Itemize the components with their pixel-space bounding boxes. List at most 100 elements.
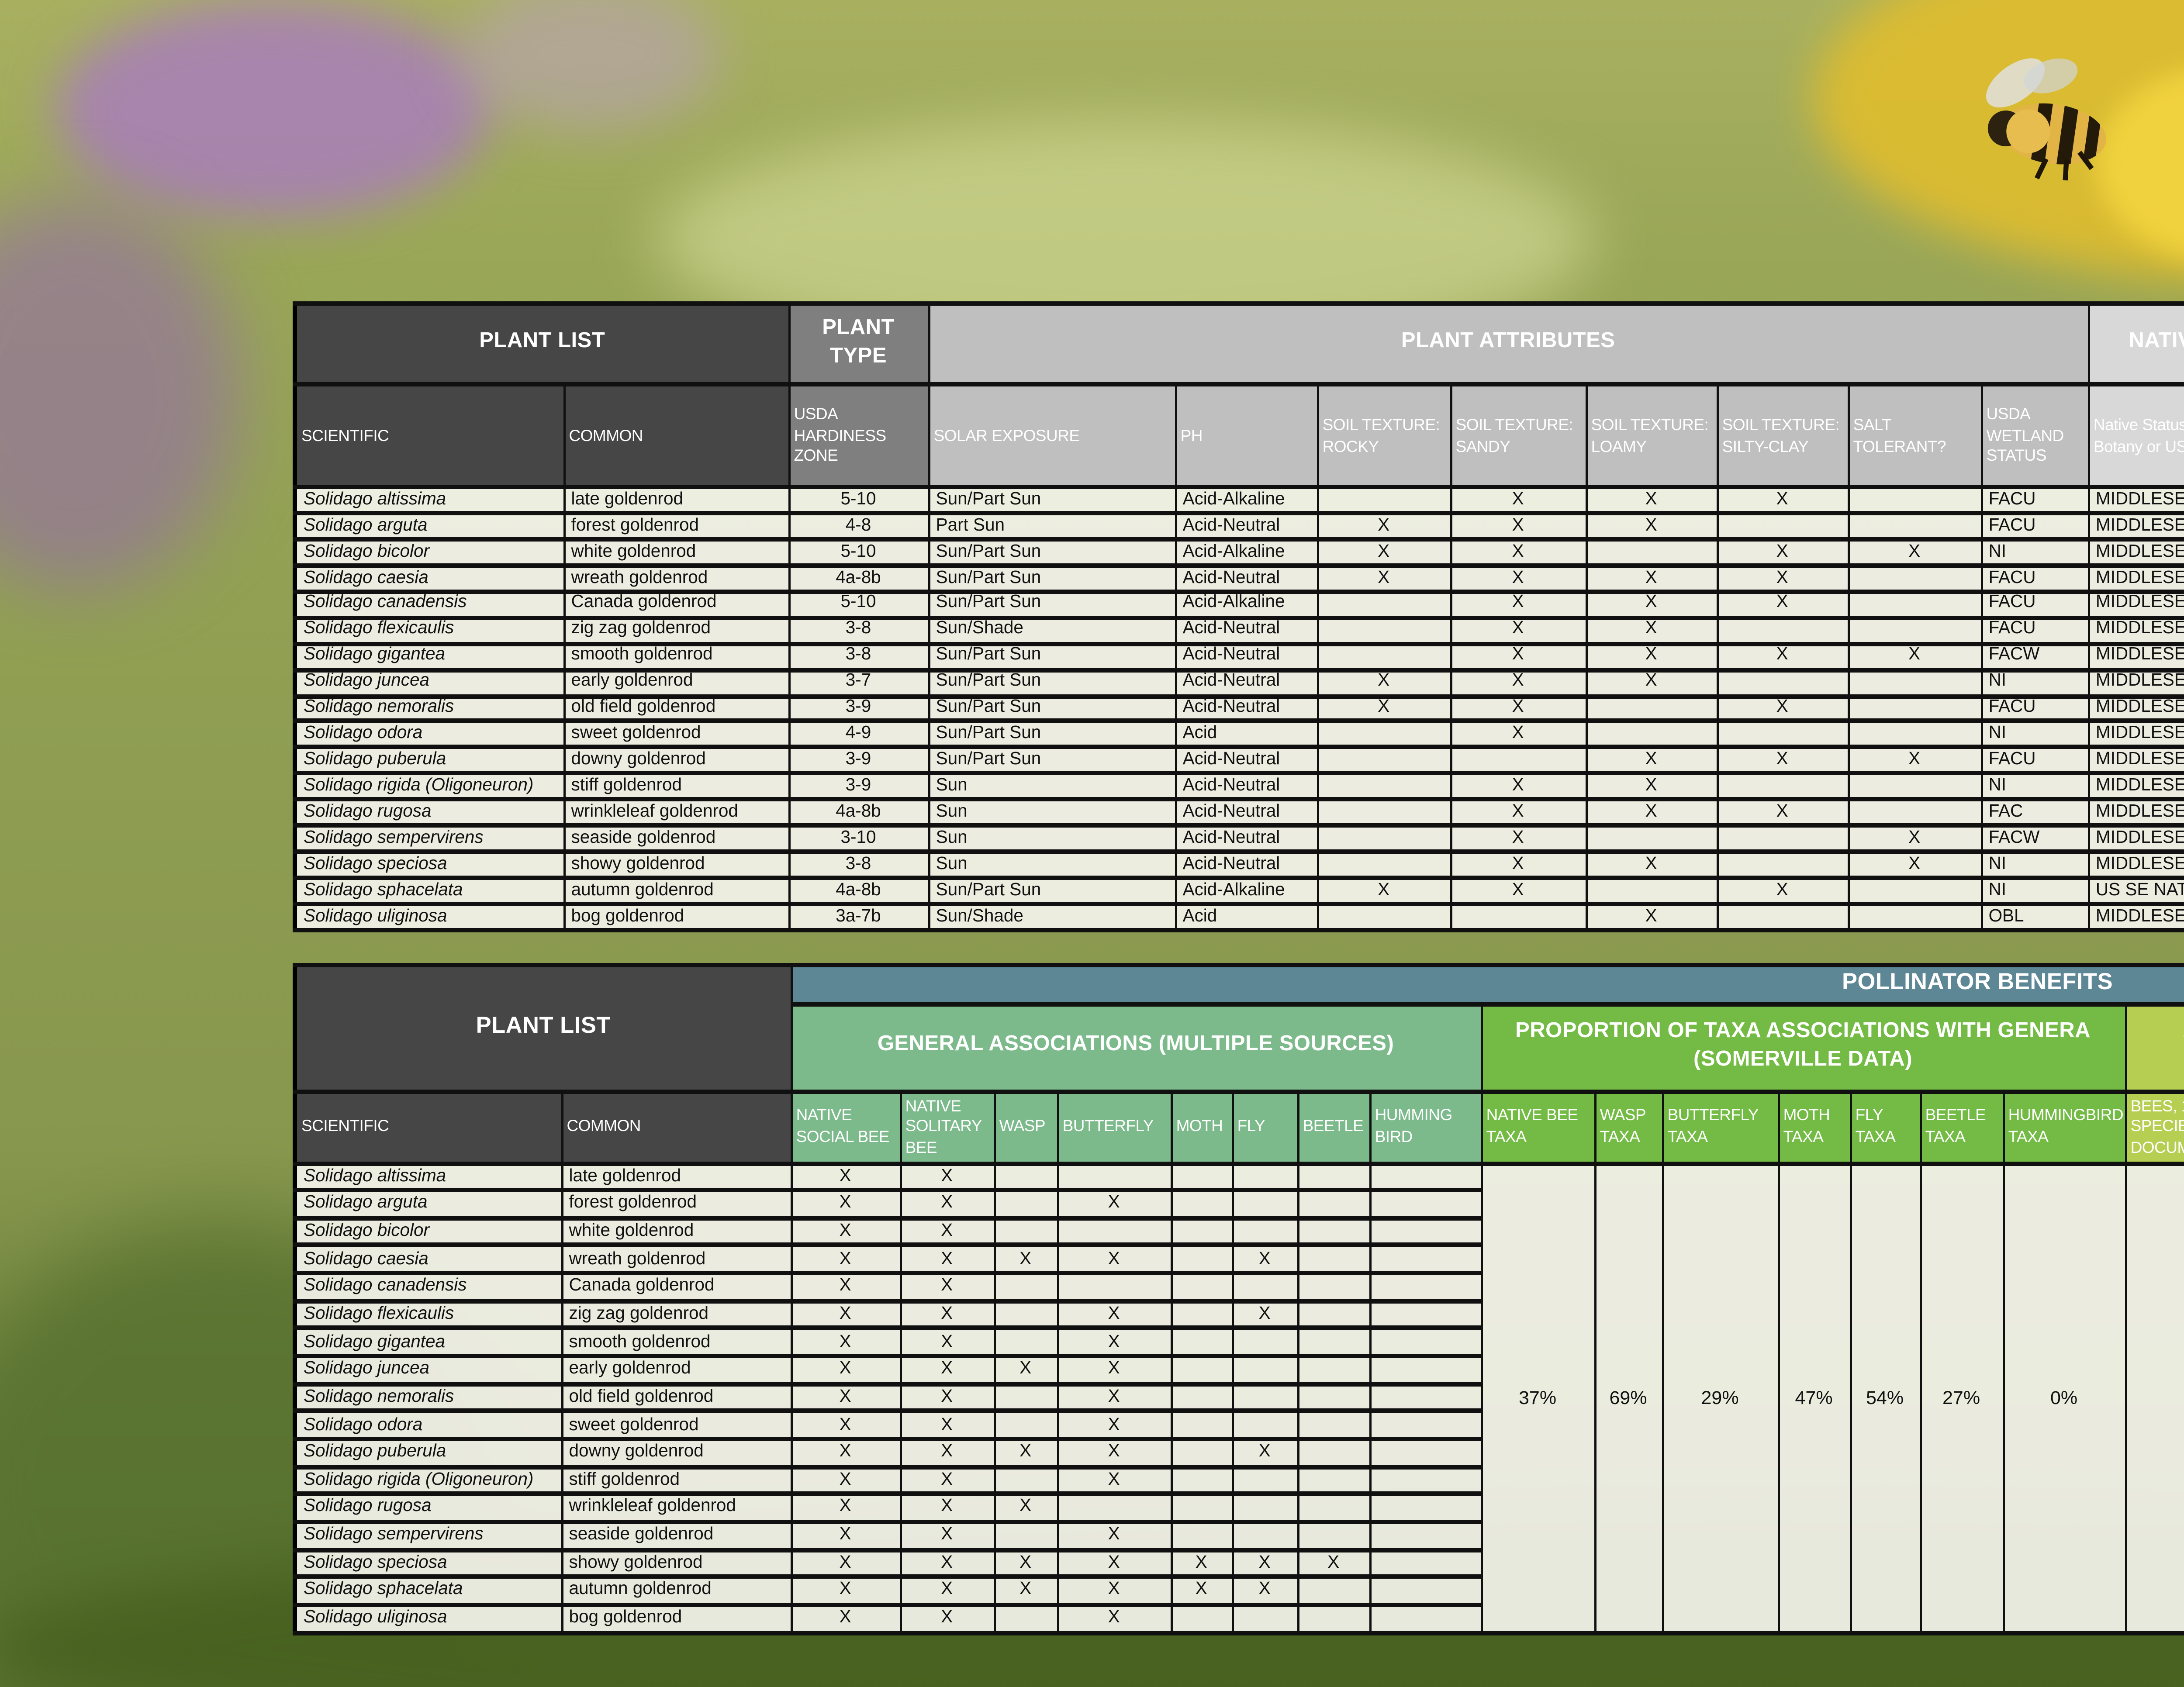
col-native-status: Native Status (Go Botany or USDA) [2087, 382, 2184, 489]
cell-butterfly-x-mark: X [1056, 1299, 1172, 1331]
cell-moth [1169, 1216, 1233, 1248]
value-butterfly-taxa: 29% [1661, 1160, 1779, 1635]
cell-wasp-x-mark: X [992, 1437, 1058, 1469]
cell-native-social-bee-x-mark: X [789, 1160, 901, 1193]
cell-solar-exposure: Sun/Part Sun [927, 589, 1176, 620]
cell-usda-zone: 4-9 [787, 719, 930, 750]
plant-row: Solidago nemoralis old field goldenrod 3-9… [294, 693, 2184, 724]
cell-common: Canada goldenrod [562, 589, 790, 620]
cell-native-status: MIDDLESEX [2087, 693, 2184, 724]
cell-wasp [992, 1188, 1058, 1221]
cell-fly [1230, 1326, 1299, 1359]
cell-soil-silty-clay-x-mark: X [1715, 563, 1849, 593]
cell-hummingbird [1368, 1464, 1482, 1497]
cell-soil-loamy-x-mark: X [1584, 511, 1718, 542]
value-bees-total: 41 [2124, 1160, 2184, 1635]
pollinator-row: Solidago flexicaulis zig zag goldenrod X X X… [294, 1299, 2184, 1331]
plant-row: Solidago rigida (Oligoneuron) stiff golde… [294, 771, 2184, 802]
cell-soil-sandy-x-mark: X [1449, 849, 1587, 880]
cell-soil-rocky [1316, 641, 1451, 672]
cell-scientific: Solidago rugosa [294, 797, 565, 828]
col-solar-exposure: SOLAR EXPOSURE [927, 382, 1176, 489]
cell-soil-sandy-x-mark: X [1449, 693, 1587, 724]
cell-soil-loamy [1584, 876, 1718, 906]
cell-wetland-status: NI [1980, 667, 2089, 698]
value-hummingbird-taxa: 0% [2001, 1160, 2126, 1635]
cell-butterfly-x-mark: X [1056, 1243, 1172, 1276]
cell-soil-rocky [1316, 615, 1451, 646]
cell-common: downy goldenrod [562, 745, 790, 776]
plant-row: Solidago speciosa showy goldenrod 3-8 Sun Ac… [294, 849, 2184, 880]
cell-common: wreath goldenrod [562, 563, 790, 593]
value-wasp-taxa: 69% [1593, 1160, 1663, 1635]
cell-soil-silty-clay [1715, 849, 1849, 880]
cell-soil-salt [1846, 485, 1982, 515]
cell-native-status: MIDDLESEX [2087, 823, 2184, 854]
cell-fly [1230, 1188, 1299, 1221]
pollinator-row: Solidago sempervirens seaside goldenrod X X… [294, 1520, 2184, 1552]
cell-soil-sandy-x-mark: X [1449, 563, 1587, 593]
cell-wasp [992, 1409, 1058, 1442]
plant-row: Solidago odora sweet goldenrod 4-9 Sun/Part… [294, 719, 2184, 750]
cell-scientific: Solidago caesia [294, 563, 565, 593]
cell-native-social-bee-x-mark: X [789, 1216, 901, 1248]
cell-soil-silty-clay-x-mark: X [1715, 641, 1849, 672]
cell-scientific: Solidago sphacelata [294, 1575, 563, 1607]
cell-moth-x-mark: X [1169, 1547, 1233, 1580]
cell-soil-salt [1846, 797, 1982, 828]
plant-list-attributes-table: PLANT LIST PLANT TYPE PLANT ATTRIBUTES N… [293, 301, 2184, 932]
cell-usda-zone: 5-10 [787, 589, 930, 620]
cell-native-status: MIDDLESEX [2087, 641, 2184, 672]
cell-usda-zone: 3a-7b [787, 902, 930, 932]
cell-moth [1169, 1299, 1233, 1331]
plant-row: Solidago sphacelata autumn goldenrod 4a-8b… [294, 876, 2184, 906]
cell-solar-exposure: Sun/Part Sun [927, 667, 1176, 698]
cell-soil-loamy [1584, 719, 1718, 750]
bee-icon [1986, 58, 2110, 181]
pollinator-benefits-table: PLANT LIST POLLINATOR BENEFITS GENERAL A… [293, 963, 2184, 1635]
col-native-social-bee: NATIVE SOCIAL BEE [789, 1089, 901, 1165]
cell-native-status: MIDDLESEX [2087, 849, 2184, 880]
pollinator-benefits-band: POLLINATOR BENEFITS [789, 963, 2184, 1006]
plant-list-group-header-2: PLANT LIST [294, 963, 792, 1094]
proportion-taxa-section-header: PROPORTION OF TAXA ASSOCIATIONS WITH GEN… [1479, 1001, 2126, 1094]
cell-usda-zone: 3-9 [787, 771, 930, 802]
cell-scientific: Solidago altissima [294, 1160, 563, 1193]
pollinator-row: Solidago canadensis Canada goldenrod X X [294, 1271, 2184, 1303]
cell-scientific: Solidago rigida (Oligoneuron) [294, 1464, 563, 1497]
cell-scientific: Solidago canadensis [294, 1271, 563, 1303]
cell-native-status: MIDDLESEX [2087, 615, 2184, 646]
cell-wetland-status: FACW [1980, 823, 2089, 854]
value-moth-taxa: 47% [1776, 1160, 1851, 1635]
cell-beetle [1296, 1520, 1371, 1552]
cell-common: wrinkleleaf goldenrod [562, 797, 790, 828]
pollinator-row: Solidago sphacelata autumn goldenrod X X X X X… [294, 1575, 2184, 1607]
cell-wasp [992, 1464, 1058, 1497]
cell-common: forest goldenrod [560, 1188, 792, 1221]
cell-common: zig zag goldenrod [562, 615, 790, 646]
cell-soil-silty-clay [1715, 667, 1849, 698]
general-associations-section-header: GENERAL ASSOCIATIONS (MULTIPLE SOURCES) [789, 1001, 1482, 1094]
cell-scientific: Solidago gigantea [294, 641, 565, 672]
cell-soil-salt-x-mark: X [1846, 745, 1982, 776]
col-moth-taxa: MOTH TAXA [1776, 1089, 1851, 1165]
cell-native-solitary-bee-x-mark: X [898, 1326, 995, 1359]
cell-soil-loamy-x-mark: X [1584, 667, 1718, 698]
cell-wasp [992, 1520, 1058, 1552]
cell-soil-silty-clay [1715, 615, 1849, 646]
cell-common: stiff goldenrod [560, 1464, 792, 1497]
pollinator-row: Solidago uliginosa bog goldenrod X X X [294, 1603, 2184, 1635]
cell-native-social-bee-x-mark: X [789, 1188, 901, 1221]
col-wasp-taxa: WASP TAXA [1593, 1089, 1663, 1165]
cell-soil-silty-clay-x-mark: X [1715, 876, 1849, 906]
pollinator-row: Solidago altissima late goldenrod X X 37% 69%… [294, 1160, 2184, 1635]
cell-solar-exposure: Sun [927, 823, 1176, 854]
cell-solar-exposure: Sun/Part Sun [927, 745, 1176, 776]
cell-wasp [992, 1326, 1058, 1359]
cell-solar-exposure: Sun/Shade [927, 615, 1176, 646]
cell-moth [1169, 1326, 1233, 1359]
cell-ph: Acid [1174, 719, 1318, 750]
cell-soil-loamy-x-mark: X [1584, 849, 1718, 880]
col-soil-rocky: SOIL TEXTURE: ROCKY [1316, 382, 1451, 489]
cell-native-status: MIDDLESEX [2087, 537, 2184, 568]
